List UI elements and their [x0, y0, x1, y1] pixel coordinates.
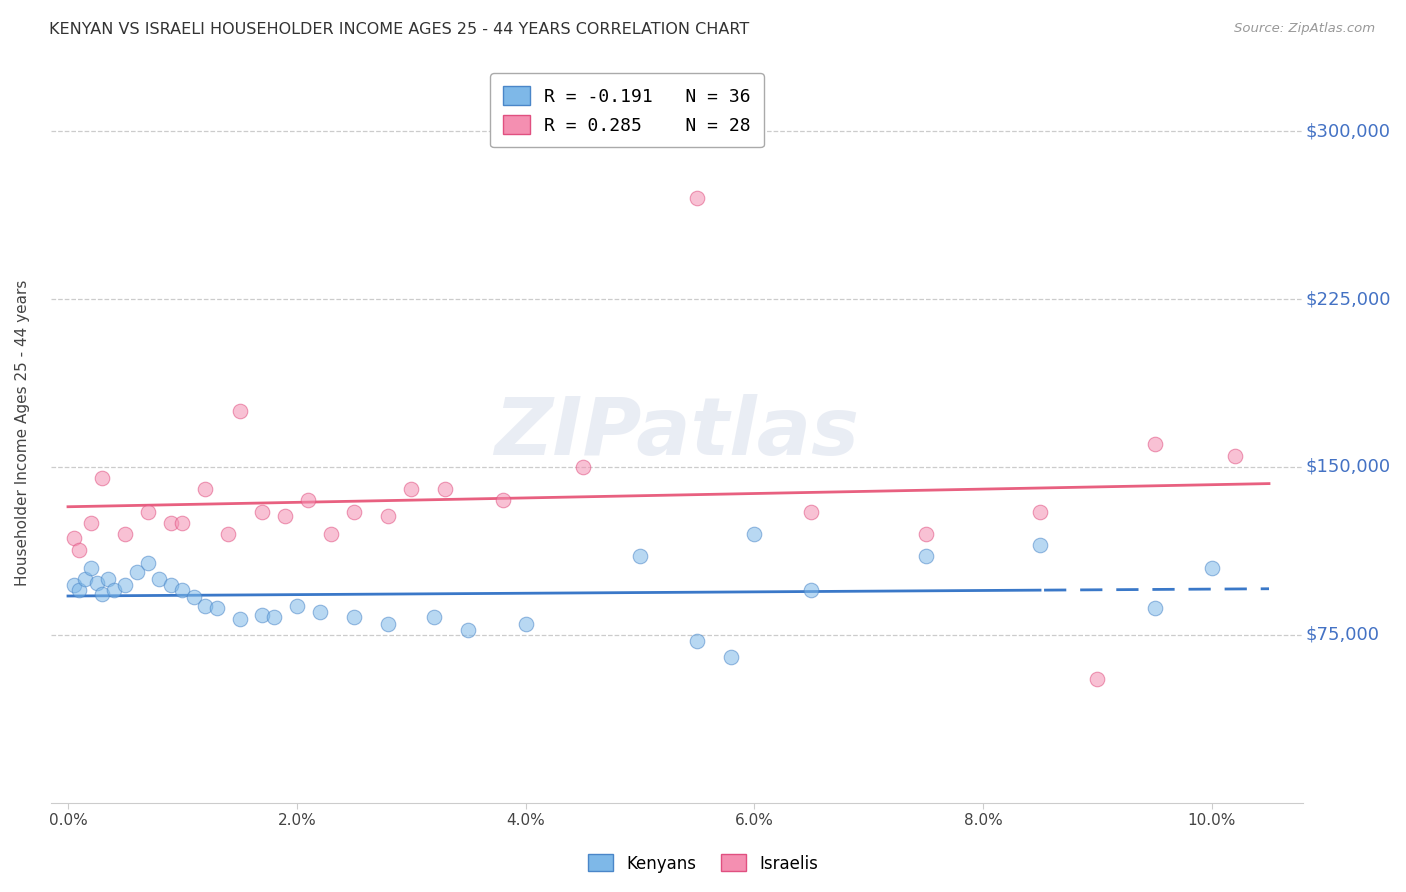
Point: [205, 600, 228, 615]
Point: [423, 609, 446, 624]
Text: $300,000: $300,000: [1306, 122, 1391, 140]
Point: [172, 516, 194, 530]
Point: [263, 609, 285, 624]
Point: [515, 616, 537, 631]
Point: [228, 612, 250, 626]
Point: [297, 493, 319, 508]
Point: [217, 527, 239, 541]
Point: [114, 527, 136, 541]
Legend: R = -0.191   N = 36, R = 0.285    N = 28: R = -0.191 N = 36, R = 0.285 N = 28: [491, 73, 763, 147]
Point: [686, 634, 709, 648]
Point: [80, 560, 103, 574]
Point: [800, 582, 823, 597]
Point: [377, 616, 399, 631]
Point: [67, 582, 90, 597]
Point: [136, 556, 159, 570]
Point: [399, 482, 422, 496]
Point: [1201, 560, 1223, 574]
Point: [67, 542, 90, 557]
Point: [194, 599, 217, 613]
Point: [491, 493, 513, 508]
Point: [86, 576, 108, 591]
Legend: Kenyans, Israelis: Kenyans, Israelis: [581, 847, 825, 880]
Point: [91, 587, 114, 601]
Point: [136, 505, 159, 519]
Point: [343, 609, 366, 624]
Point: [285, 599, 308, 613]
Point: [571, 459, 593, 474]
Point: [800, 505, 823, 519]
Point: [1029, 538, 1052, 552]
Y-axis label: Householder Income Ages 25 - 44 years: Householder Income Ages 25 - 44 years: [15, 280, 30, 586]
Point: [194, 482, 217, 496]
Point: [172, 582, 194, 597]
Point: [148, 572, 170, 586]
Point: [183, 590, 205, 604]
Point: [686, 191, 709, 205]
Point: [228, 404, 250, 418]
Point: [628, 549, 651, 564]
Point: [457, 624, 479, 638]
Point: [377, 509, 399, 524]
Text: $225,000: $225,000: [1306, 290, 1392, 308]
Text: $150,000: $150,000: [1306, 458, 1391, 475]
Point: [97, 572, 120, 586]
Point: [160, 516, 183, 530]
Point: [1029, 505, 1052, 519]
Point: [62, 532, 84, 546]
Point: [75, 572, 97, 586]
Point: [308, 605, 330, 619]
Point: [1223, 449, 1246, 463]
Text: $75,000: $75,000: [1306, 625, 1379, 644]
Point: [1143, 600, 1166, 615]
Point: [252, 607, 274, 622]
Point: [1087, 673, 1109, 687]
Text: ZIPatlas: ZIPatlas: [495, 394, 859, 472]
Point: [62, 578, 84, 592]
Point: [915, 527, 938, 541]
Point: [160, 578, 183, 592]
Point: [742, 527, 765, 541]
Point: [274, 509, 297, 524]
Point: [252, 505, 274, 519]
Point: [434, 482, 457, 496]
Point: [80, 516, 103, 530]
Point: [91, 471, 114, 485]
Text: KENYAN VS ISRAELI HOUSEHOLDER INCOME AGES 25 - 44 YEARS CORRELATION CHART: KENYAN VS ISRAELI HOUSEHOLDER INCOME AGE…: [49, 22, 749, 37]
Point: [1143, 437, 1166, 451]
Point: [103, 582, 125, 597]
Point: [720, 650, 742, 665]
Point: [343, 505, 366, 519]
Point: [319, 527, 342, 541]
Point: [125, 565, 148, 579]
Point: [915, 549, 938, 564]
Point: [114, 578, 136, 592]
Text: Source: ZipAtlas.com: Source: ZipAtlas.com: [1234, 22, 1375, 36]
